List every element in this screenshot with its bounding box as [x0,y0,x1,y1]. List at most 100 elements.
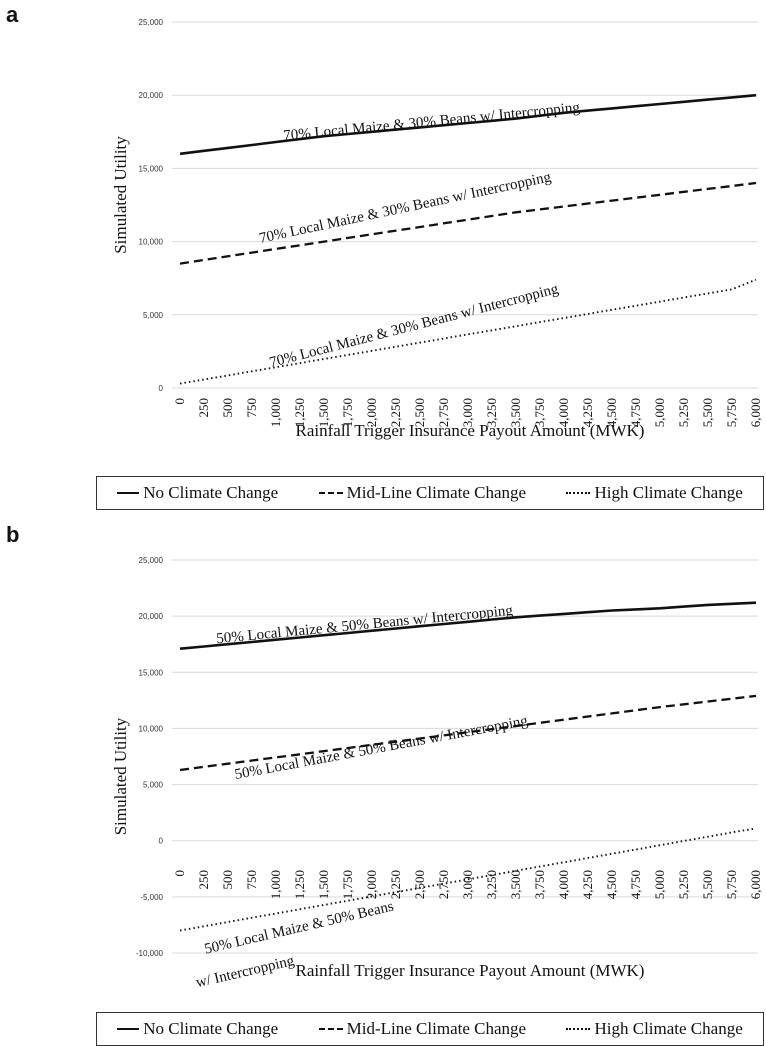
legend-item-no-climate-change: No Climate Change [117,483,278,503]
x-tick-label: 4,000 [556,398,571,427]
series-annotation: 50% Local Maize & 50% Beans w/ Intercrop… [216,603,514,648]
series-line-mid-line-climate-change [179,181,757,265]
x-tick-label: 1,250 [292,398,307,427]
y-tick-label: -5,000 [140,893,163,902]
x-axis-title: Rainfall Trigger Insurance Payout Amount… [296,421,645,440]
y-tick-label: 5,000 [143,781,164,790]
series-annotation: 50% Local Maize & 50% Beans w/ Intercrop… [233,713,529,783]
x-tick-label: 4,750 [628,398,643,427]
series-annotation: 70% Local Maize & 30% Beans w/ Intercrop… [268,281,561,371]
dashed-line-swatch [318,492,343,494]
y-tick-label: 0 [159,384,164,393]
x-tick-label: 5,750 [724,870,739,899]
x-tick-label: 2,750 [436,870,451,899]
x-tick-label: 0 [172,398,187,405]
x-axis-title: Rainfall Trigger Insurance Payout Amount… [296,961,645,980]
x-tick-label: 2,500 [412,870,427,899]
dotted-line-swatch [566,1028,591,1030]
solid-line-swatch [117,492,140,494]
x-tick-label: 1,500 [316,398,331,427]
legend-item-high-climate-change: High Climate Change [566,483,743,503]
x-tick-label: 4,500 [604,870,619,899]
x-tick-label: 3,250 [484,870,499,899]
y-tick-label: 20,000 [139,612,164,621]
series-line-no-climate-change [179,601,757,650]
y-tick-label: 15,000 [139,668,164,677]
x-tick-label: 4,750 [628,870,643,899]
series-line-mid-line-climate-change [179,694,757,772]
legend-label: No Climate Change [143,483,279,502]
x-tick-label: 2,000 [364,398,379,427]
legend-label: Mid-Line Climate Change [346,483,527,502]
series-annotation: w/ Intercropping [194,953,296,991]
x-tick-label: 4,000 [556,870,571,899]
x-tick-label: 5,500 [700,870,715,899]
x-tick-label: 2,250 [388,398,403,427]
dotted-line-swatch [566,492,591,494]
x-tick-label: 2,250 [388,870,403,899]
x-tick-label: 4,500 [604,398,619,427]
y-tick-label: 5,000 [143,311,164,320]
x-tick-label: 3,000 [460,870,475,899]
series-line-high-climate-change [179,827,757,932]
x-tick-label: 5,750 [724,398,739,427]
x-tick-label: 750 [244,870,259,890]
x-tick-label: 1,000 [268,398,283,427]
x-tick-label: 3,750 [532,870,547,899]
x-tick-label: 250 [196,870,211,890]
legend-item-mid-line-climate-change: Mid-Line Climate Change [318,483,527,503]
x-tick-label: 2,750 [436,398,451,427]
series-annotation: 50% Local Maize & 50% Beans [203,898,395,957]
series-annotation: 70% Local Maize & 30% Beans w/ Intercrop… [283,100,581,145]
y-tick-label: -10,000 [136,949,164,958]
x-tick-label: 2,000 [364,870,379,899]
legend-a: No Climate Change Mid-Line Climate Chang… [96,476,764,510]
x-tick-label: 500 [220,870,235,890]
x-tick-label: 5,250 [676,398,691,427]
x-tick-label: 1,250 [292,870,307,899]
x-tick-label: 1,000 [268,870,283,899]
x-tick-label: 1,750 [340,398,355,427]
legend-item-no-climate-change: No Climate Change [117,1019,278,1039]
x-tick-label: 5,500 [700,398,715,427]
panel-letter-a: a [6,2,19,27]
x-tick-label: 3,500 [508,870,523,899]
x-tick-label: 3,250 [484,398,499,427]
x-tick-label: 500 [220,398,235,418]
legend-item-high-climate-change: High Climate Change [566,1019,743,1039]
legend-label: No Climate Change [143,1019,279,1038]
y-tick-label: 20,000 [139,91,164,100]
panel-letter-b: b [6,522,20,547]
x-tick-label: 4,250 [580,398,595,427]
x-tick-label: 3,750 [532,398,547,427]
x-tick-label: 3,500 [508,398,523,427]
legend-label: Mid-Line Climate Change [346,1019,527,1038]
series-line-no-climate-change [179,93,757,156]
series-annotation: 70% Local Maize & 30% Beans w/ Intercrop… [258,169,553,247]
legend-label: High Climate Change [594,483,743,502]
y-tick-label: 15,000 [139,164,164,173]
x-tick-label: 3,000 [460,398,475,427]
x-tick-label: 0 [172,870,187,877]
solid-line-swatch [117,1028,140,1030]
dashed-line-swatch [318,1028,343,1030]
x-tick-label: 250 [196,398,211,418]
x-tick-label: 5,000 [652,398,667,427]
y-axis-title: Simulated Utility [111,717,130,835]
y-tick-label: 10,000 [139,724,164,733]
y-tick-label: 25,000 [139,18,164,27]
x-tick-label: 750 [244,398,259,418]
x-tick-label: 1,750 [340,870,355,899]
series-line-high-climate-change [179,278,757,385]
x-tick-label: 5,250 [676,870,691,899]
y-tick-label: 0 [159,837,164,846]
x-tick-label: 1,500 [316,870,331,899]
x-tick-label: 6,000 [748,870,763,899]
x-tick-label: 2,500 [412,398,427,427]
legend-b: No Climate Change Mid-Line Climate Chang… [96,1012,764,1046]
y-axis-title: Simulated Utility [111,136,130,254]
x-tick-label: 6,000 [748,398,763,427]
legend-item-mid-line-climate-change: Mid-Line Climate Change [318,1019,527,1039]
y-tick-label: 25,000 [139,556,164,565]
